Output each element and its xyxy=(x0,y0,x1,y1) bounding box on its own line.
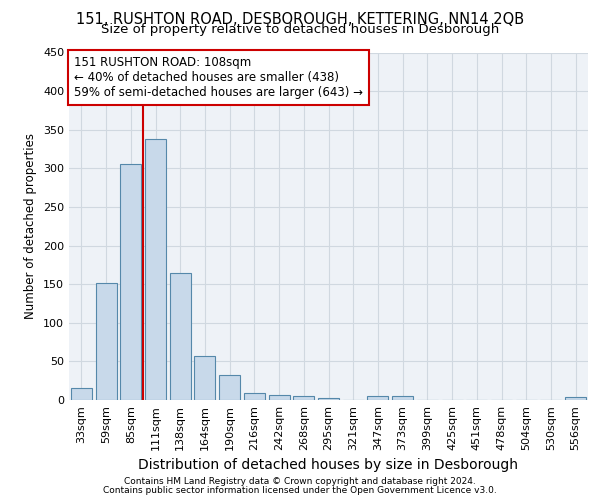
Bar xyxy=(367,396,388,400)
Bar xyxy=(120,164,141,400)
Bar xyxy=(95,282,116,400)
Text: Contains HM Land Registry data © Crown copyright and database right 2024.: Contains HM Land Registry data © Crown c… xyxy=(124,478,476,486)
Bar xyxy=(170,272,191,400)
Bar xyxy=(71,388,92,400)
Text: Contains public sector information licensed under the Open Government Licence v3: Contains public sector information licen… xyxy=(103,486,497,495)
Bar xyxy=(269,394,290,400)
Bar xyxy=(565,397,586,400)
Bar xyxy=(318,398,339,400)
Text: Size of property relative to detached houses in Desborough: Size of property relative to detached ho… xyxy=(101,24,499,36)
Bar xyxy=(145,139,166,400)
Text: 151, RUSHTON ROAD, DESBOROUGH, KETTERING, NN14 2QB: 151, RUSHTON ROAD, DESBOROUGH, KETTERING… xyxy=(76,12,524,28)
Bar xyxy=(219,374,240,400)
X-axis label: Distribution of detached houses by size in Desborough: Distribution of detached houses by size … xyxy=(139,458,518,472)
Bar xyxy=(392,396,413,400)
Bar xyxy=(244,393,265,400)
Bar xyxy=(194,356,215,400)
Y-axis label: Number of detached properties: Number of detached properties xyxy=(25,133,37,320)
Bar xyxy=(293,396,314,400)
Text: 151 RUSHTON ROAD: 108sqm
← 40% of detached houses are smaller (438)
59% of semi-: 151 RUSHTON ROAD: 108sqm ← 40% of detach… xyxy=(74,56,363,99)
